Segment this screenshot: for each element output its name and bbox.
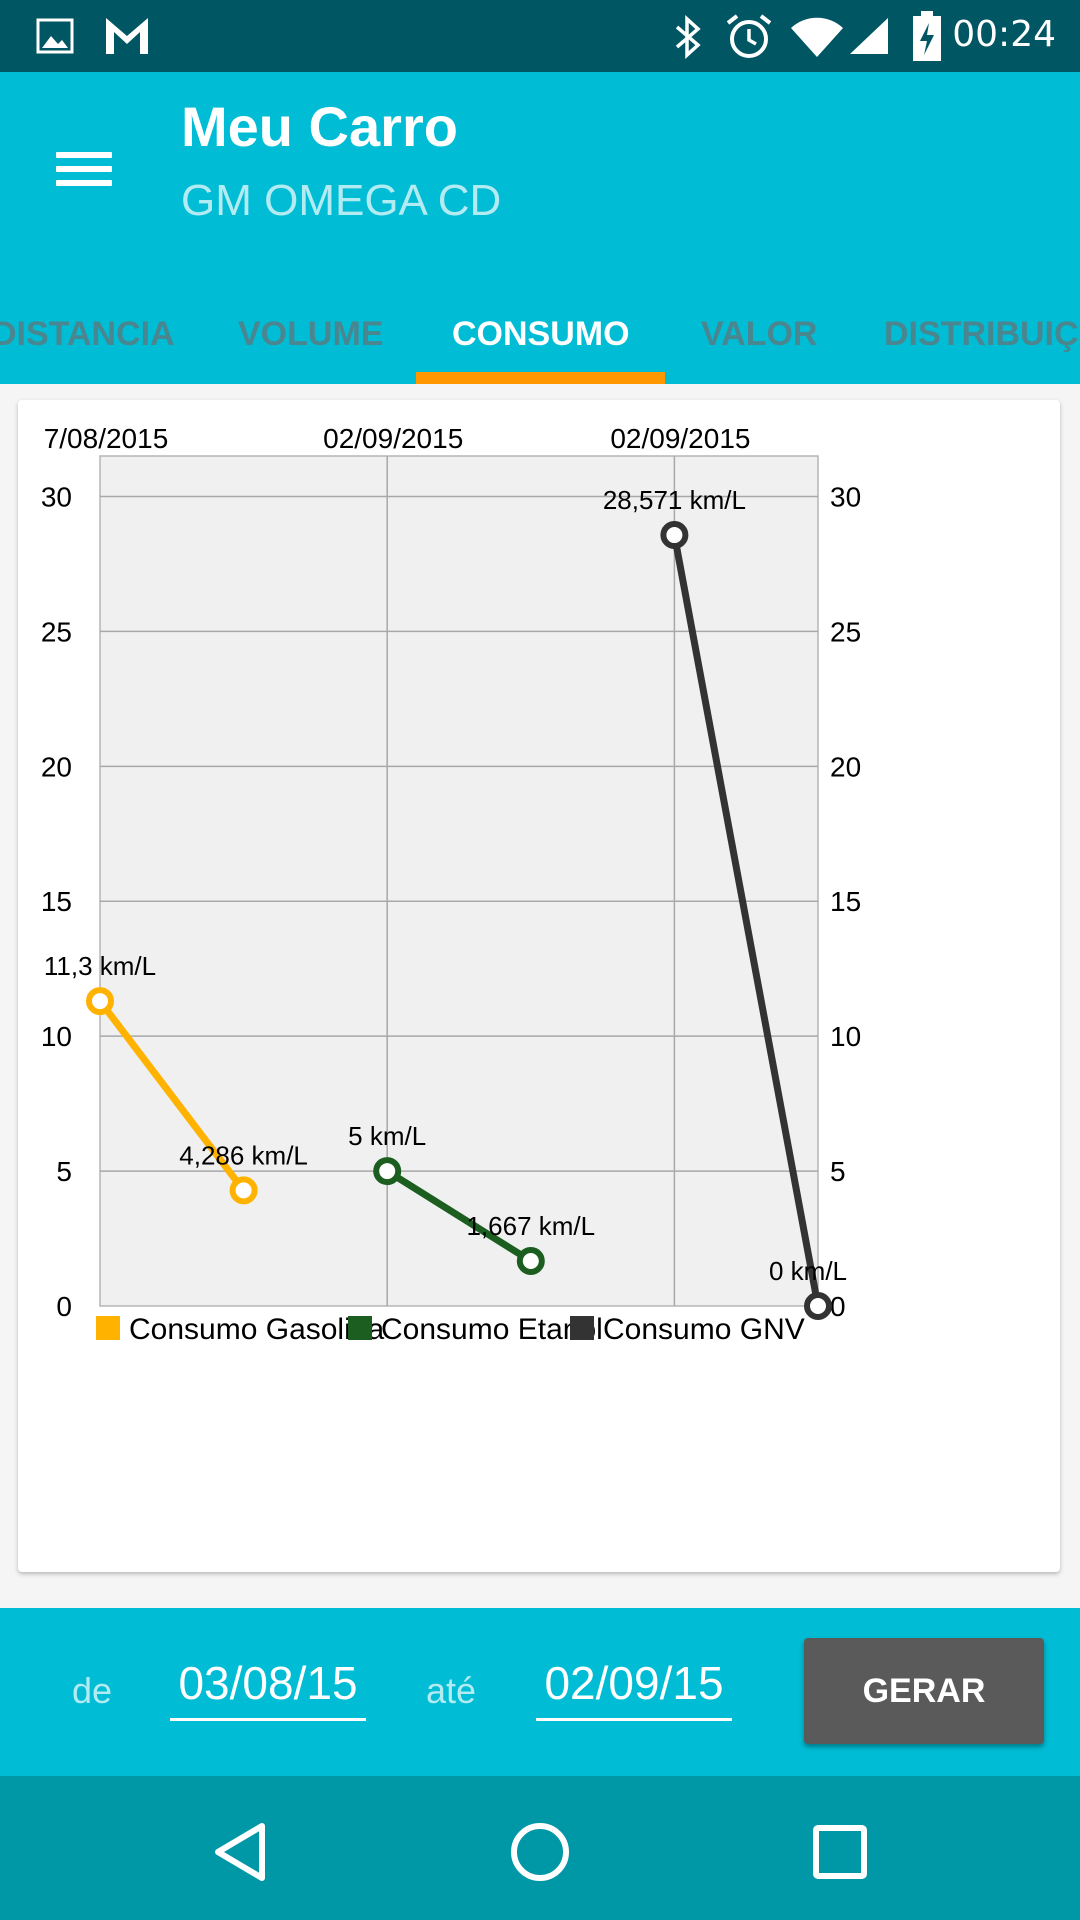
chart-card: 0 0 5 5 10 10 15 15 20 20 25 25 30 30 7/08/2015 02/09/2… bbox=[18, 400, 1060, 1572]
data-label: 28,571 km/L bbox=[603, 485, 746, 515]
hamburger-menu-icon[interactable] bbox=[36, 120, 132, 216]
bluetooth-icon bbox=[675, 15, 701, 59]
data-point bbox=[804, 1292, 832, 1320]
from-date-field[interactable] bbox=[170, 1648, 366, 1721]
battery-charging-icon bbox=[913, 11, 941, 61]
series-line-1 bbox=[383, 1167, 535, 1265]
y-tick-label-right: 10 bbox=[830, 1021, 861, 1052]
x-tick-label: 7/08/2015 bbox=[44, 423, 169, 454]
y-tick-label-left: 25 bbox=[41, 616, 72, 647]
y-tick-label-right: 30 bbox=[830, 481, 861, 512]
y-tick-label-left: 5 bbox=[56, 1156, 72, 1187]
date-filter-bar: de até GERAR bbox=[0, 1608, 1080, 1776]
to-label: até bbox=[426, 1670, 477, 1711]
x-tick-label: 02/09/2015 bbox=[323, 423, 463, 454]
x-tick-label: 02/09/2015 bbox=[610, 423, 750, 454]
data-label: 4,286 km/L bbox=[179, 1140, 308, 1170]
tab-indicator bbox=[416, 372, 665, 384]
data-label: 1,667 km/L bbox=[466, 1211, 595, 1241]
tab-distancia[interactable]: DISTANCIA bbox=[0, 315, 175, 353]
y-tick-label-left: 30 bbox=[41, 481, 72, 512]
app-title: Meu Carro bbox=[181, 95, 458, 158]
signal-icon bbox=[850, 18, 888, 54]
from-label: de bbox=[72, 1670, 113, 1711]
legend-label: Consumo Etanol bbox=[381, 1313, 603, 1346]
navigation-bar bbox=[0, 1776, 1080, 1920]
data-label: 0 km/L bbox=[769, 1256, 847, 1286]
data-point bbox=[86, 987, 114, 1016]
legend-swatch bbox=[570, 1316, 594, 1340]
gmail-icon bbox=[106, 18, 148, 54]
tab-bar: DISTANCIA VOLUME CONSUMO VALOR DISTRIBUI… bbox=[0, 284, 1080, 384]
status-bar: 00:24 bbox=[0, 0, 1080, 72]
back-icon[interactable] bbox=[192, 1804, 288, 1900]
tab-distribuicao[interactable]: DISTRIBUIÇÃO bbox=[884, 315, 1080, 353]
alarm-icon bbox=[726, 14, 772, 58]
data-point bbox=[660, 521, 689, 550]
home-icon[interactable] bbox=[492, 1804, 588, 1900]
tab-valor[interactable]: VALOR bbox=[701, 315, 818, 353]
legend-swatch bbox=[348, 1316, 372, 1340]
y-tick-label-right: 20 bbox=[830, 751, 861, 782]
to-date-field[interactable] bbox=[536, 1648, 732, 1721]
wifi-icon bbox=[791, 17, 843, 57]
series-line-0 bbox=[96, 997, 248, 1194]
legend-swatch bbox=[96, 1316, 120, 1340]
y-tick-label-right: 15 bbox=[830, 886, 861, 917]
chart-content: 0 0 5 5 10 10 15 15 20 20 25 25 30 30 7/08/2015 02/09/2… bbox=[0, 384, 1080, 1608]
plot-area bbox=[99, 455, 819, 1307]
image-icon bbox=[36, 18, 74, 54]
app-subtitle: GM OMEGA CD bbox=[181, 176, 502, 225]
y-tick-label-left: 20 bbox=[41, 751, 72, 782]
data-point bbox=[373, 1157, 402, 1186]
y-tick-label-right: 5 bbox=[830, 1156, 846, 1187]
data-label: 11,3 km/L bbox=[44, 951, 156, 981]
legend-label: Consumo Gasolina bbox=[129, 1313, 384, 1346]
recents-icon[interactable] bbox=[792, 1804, 888, 1900]
y-tick-label-left: 10 bbox=[41, 1021, 72, 1052]
tab-volume[interactable]: VOLUME bbox=[238, 315, 384, 353]
y-tick-label-left: 15 bbox=[41, 886, 72, 917]
status-time: 00:24 bbox=[952, 14, 1056, 55]
legend-label: Consumo GNV bbox=[603, 1313, 805, 1346]
series-line-2 bbox=[670, 531, 822, 1310]
app-bar: Meu Carro GM OMEGA CD DISTANCIA VOLUME C… bbox=[0, 72, 1080, 384]
tab-consumo[interactable]: CONSUMO bbox=[452, 315, 630, 353]
data-point bbox=[229, 1176, 258, 1205]
data-label: 5 km/L bbox=[348, 1121, 426, 1151]
data-point bbox=[516, 1247, 545, 1276]
y-tick-label-left: 0 bbox=[56, 1291, 72, 1322]
generate-button[interactable]: GERAR bbox=[804, 1638, 1044, 1744]
y-tick-label-right: 0 bbox=[830, 1291, 846, 1322]
y-tick-label-right: 25 bbox=[830, 616, 861, 647]
consumo-chart: 0 0 5 5 10 10 15 15 20 20 25 25 30 30 7/08/2015 02/09/2… bbox=[41, 423, 861, 1346]
